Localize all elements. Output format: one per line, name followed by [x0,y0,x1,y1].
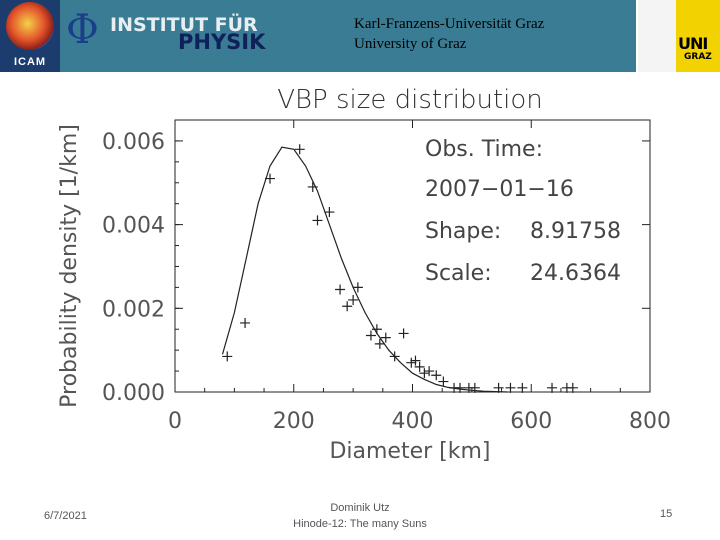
data-point [517,382,528,393]
footer-author: Dominik Utz [330,502,390,514]
y-axis-label: Probability density [1/km] [57,124,82,408]
y-tick-label: 0.004 [102,214,165,239]
data-point [505,382,516,393]
data-point [547,382,558,393]
data-point [406,357,417,368]
size-distribution-chart: VBP size distribution 0 200 400 600 800 0.000 0… [57,85,671,464]
scale-label: Scale: [425,261,492,286]
footer-talk: Dominik Utz Hinode-12: The many Suns [260,500,460,532]
slide-header: ICAM Φ INSTITUT FÜR PHYSIK Karl-Franzens… [0,0,720,72]
header-band [60,0,636,72]
uni-logo-yellow [676,0,720,72]
uni-graz-logo: UNI GRAZ [638,0,720,72]
y-tick-label: 0.006 [102,130,165,155]
data-point [380,332,391,343]
obs-time-label: Obs. Time: [425,137,543,162]
data-point [342,301,353,312]
data-point [240,317,251,328]
obs-time-value: 2007−01−16 [425,177,574,202]
x-axis-label: Diameter [km] [329,439,490,464]
phi-logo-icon: Φ [66,7,99,53]
data-point [348,294,359,305]
data-point [371,324,382,335]
data-point [431,370,442,381]
data-point [324,207,335,218]
university-name-en: University of Graz [354,36,467,52]
shape-value: 8.91758 [530,219,621,244]
uni-logo-panel [638,0,676,72]
scale-value: 24.6364 [530,261,621,286]
data-point [424,366,435,377]
data-point [307,181,318,192]
data-point [335,284,346,295]
data-point [389,351,400,362]
data-point [567,382,578,393]
x-tick-label: 400 [392,409,434,434]
data-point [455,382,465,393]
university-name-de: Karl-Franzens-Universität Graz [354,16,545,32]
data-point [365,330,376,341]
data-point [374,338,385,349]
data-point [222,351,233,362]
y-tick-label: 0.000 [102,381,165,406]
data-point [312,215,323,226]
footer-date: 6/7/2021 [44,510,87,522]
icam-label: ICAM [13,56,47,68]
y-tick-label: 0.002 [102,297,165,322]
data-point [469,382,480,393]
chart-title: VBP size distribution [277,85,543,115]
footer-talk-title: Hinode-12: The many Suns [293,518,427,530]
x-tick-label: 200 [273,409,315,434]
x-tick-label: 600 [510,409,552,434]
x-tick-label: 800 [629,409,671,434]
x-tick-label: 0 [168,409,182,434]
data-point [493,382,504,393]
data-point [438,376,449,387]
shape-label: Shape: [425,219,501,244]
page-number: 15 [660,508,673,520]
uni-logo-text: UNI [678,34,708,53]
graz-logo-text: GRAZ [684,52,712,62]
data-point [419,368,430,379]
data-point [398,328,409,339]
data-point [414,361,425,372]
data-point [352,282,363,293]
icam-logo: ICAM [0,0,60,72]
data-point [265,173,275,184]
institute-line1: INSTITUT FÜR [110,14,258,36]
data-point [294,144,305,155]
data-point [410,355,421,366]
institute-line2: PHYSIK [178,30,266,54]
sun-icon [6,2,54,50]
